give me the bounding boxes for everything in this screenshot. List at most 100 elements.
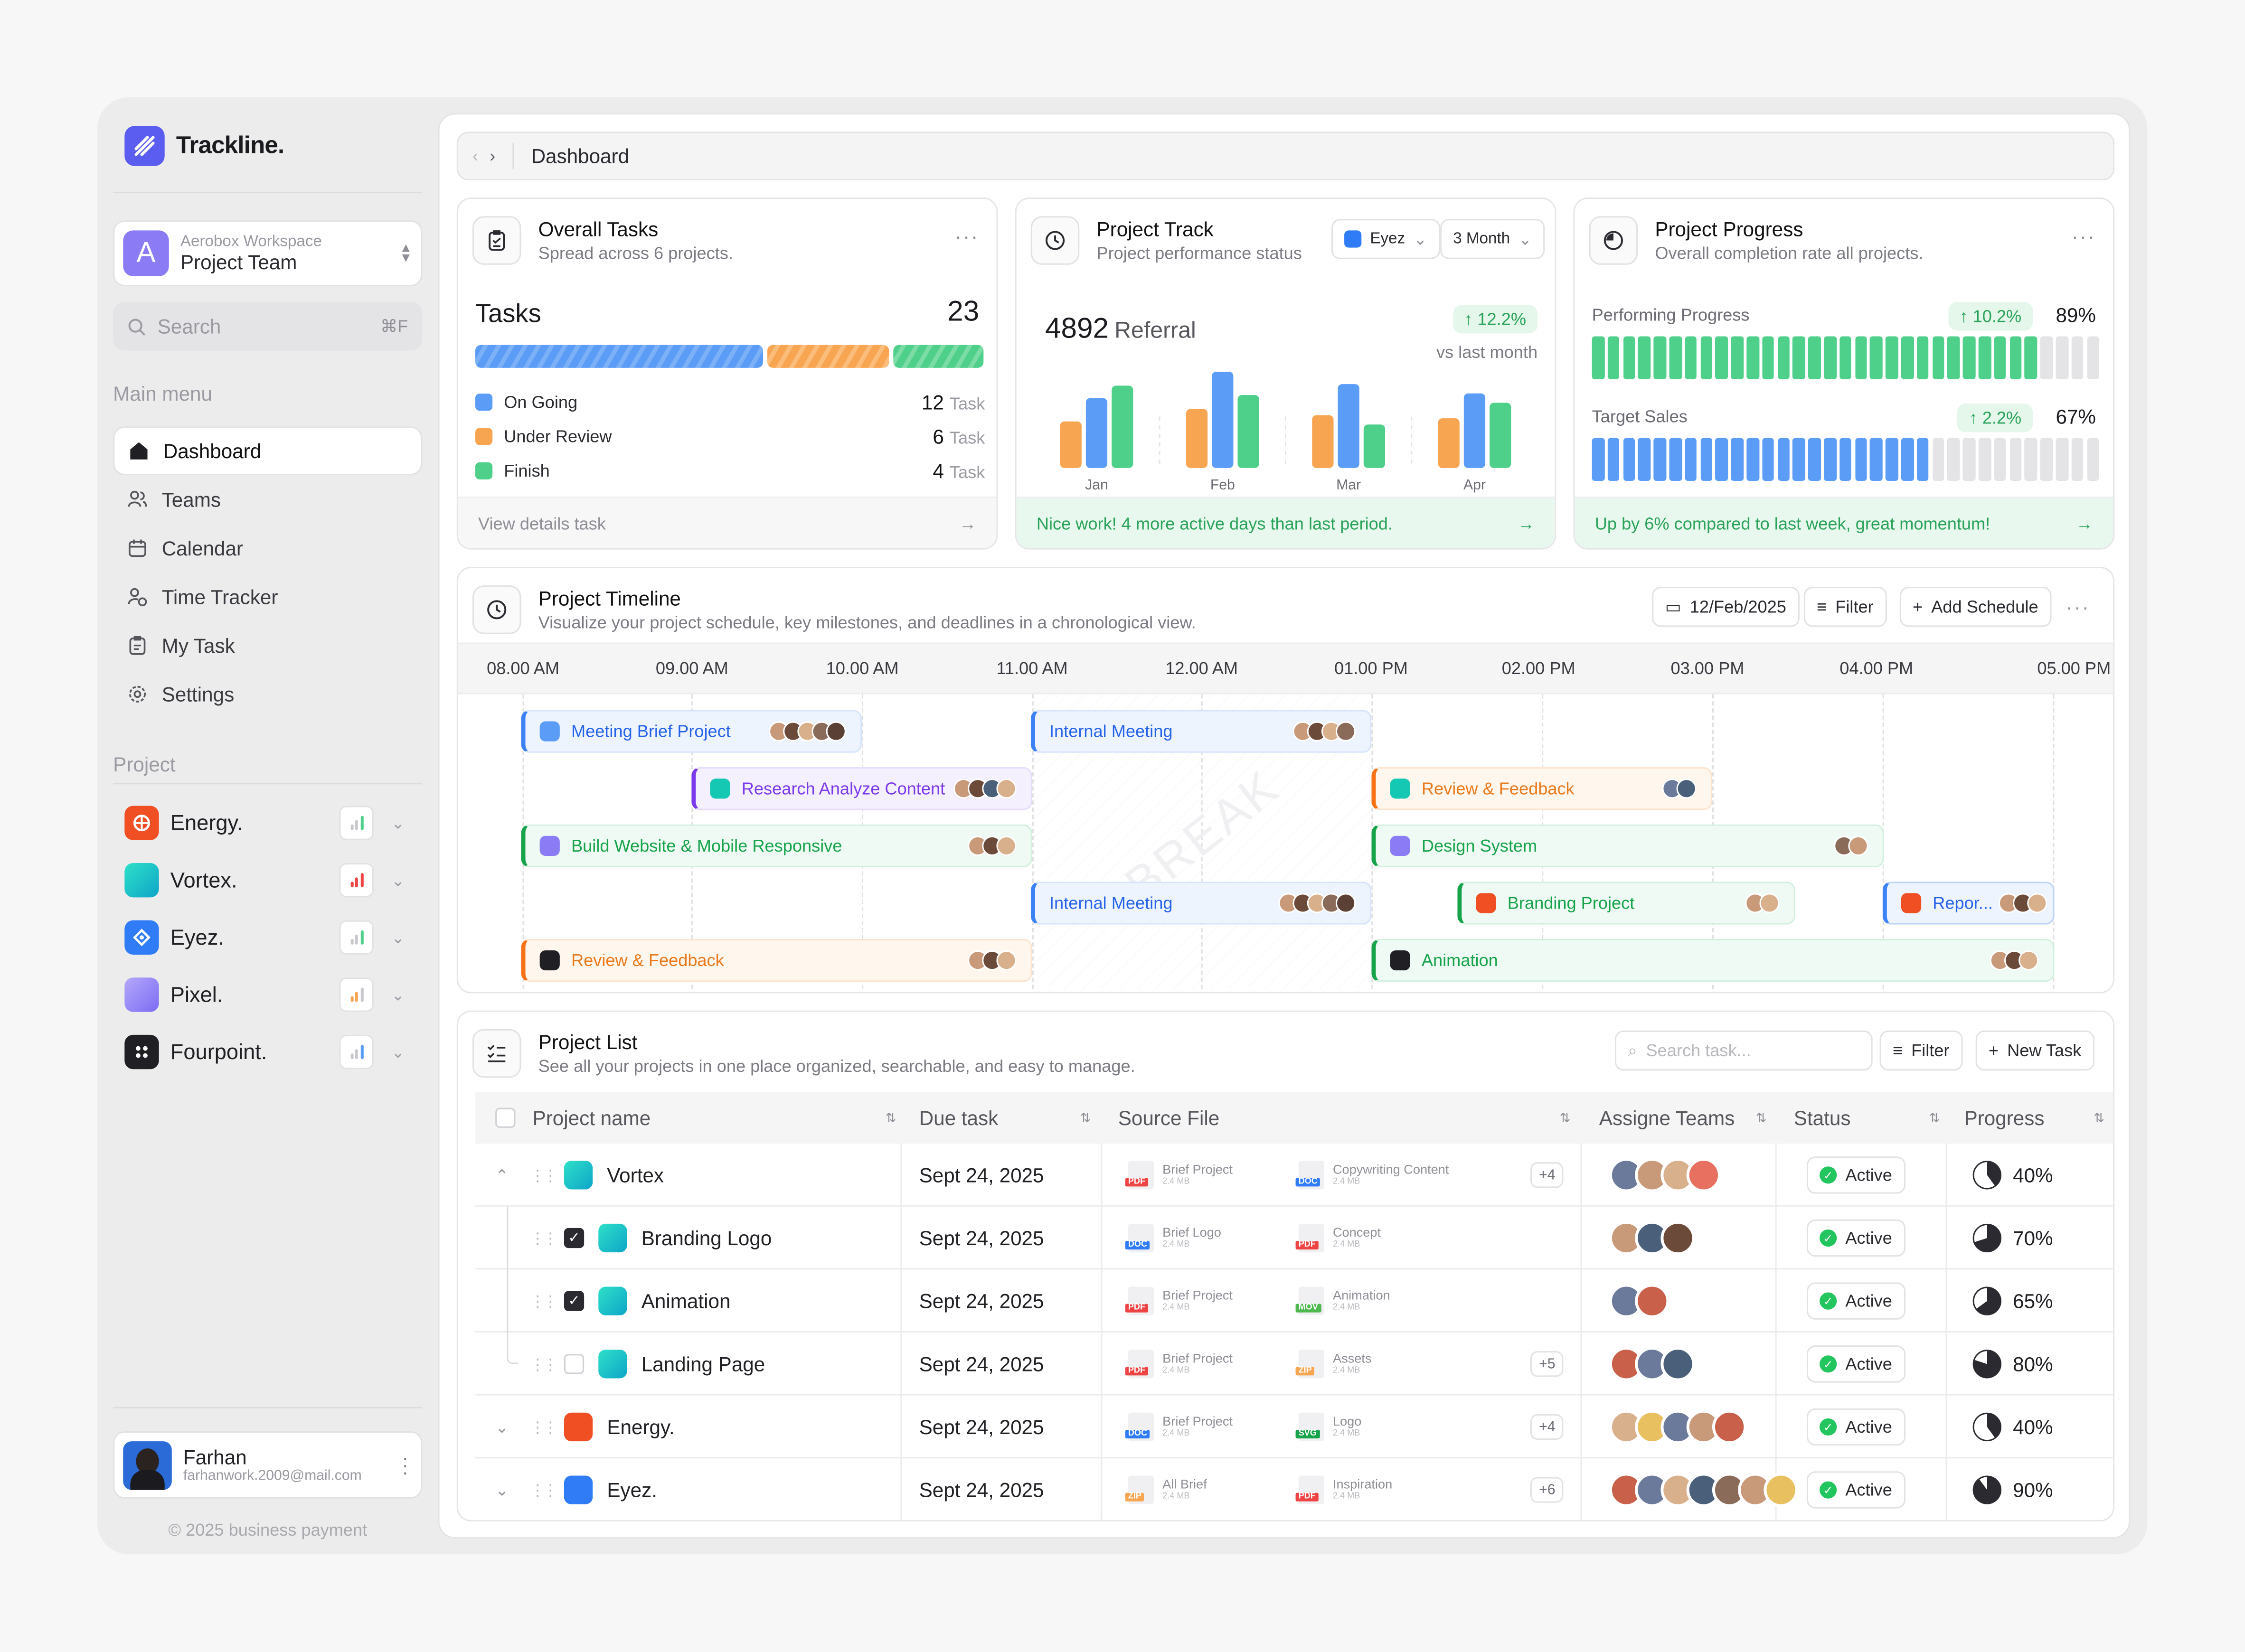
sidebar-project-fourpoint[interactable]: Fourpoint. ⌄ [113, 1023, 422, 1081]
date-picker[interactable]: ▭ 12/Feb/2025 [1652, 587, 1800, 627]
track-footer[interactable]: Nice work! 4 more active days than last … [1016, 497, 1555, 548]
timeline-event[interactable]: Review & Feedback [521, 939, 1032, 982]
timeline-event[interactable]: Internal Meeting [1030, 882, 1372, 925]
sidebar-item-dashboard[interactable]: Dashboard [113, 426, 423, 475]
project-select[interactable]: Eyez ⌄ [1331, 219, 1440, 259]
file-link[interactable]: PDF Concept 2.4 MB [1295, 1223, 1381, 1253]
column-status[interactable]: Status ⇅ [1793, 1106, 1940, 1129]
timeline-event[interactable]: Design System [1371, 824, 1884, 868]
calendar-icon: ▭ [1665, 597, 1681, 617]
table-row[interactable]: ⌃ ⋮⋮ Vortex Sept 24, 2025 PDF Brief Proje… [475, 1144, 2113, 1207]
drag-handle-icon[interactable]: ⋮⋮ [529, 1356, 558, 1373]
sidebar-item-my-task[interactable]: My Task [113, 621, 422, 670]
column-teams[interactable]: Assigne Teams ⇅ [1599, 1106, 1767, 1129]
chevron-down-icon[interactable]: ⌄ [495, 1419, 509, 1436]
chevron-down-icon[interactable]: ⌄ [391, 1044, 405, 1061]
file-link[interactable]: ZIP All Brief 2.4 MB [1125, 1475, 1207, 1504]
status-badge: ✓ Active [1806, 1219, 1905, 1257]
forward-icon[interactable]: › [490, 146, 496, 166]
drag-handle-icon[interactable]: ⋮⋮ [529, 1482, 558, 1500]
file-link[interactable]: DOC Brief Project 2.4 MB [1125, 1412, 1233, 1442]
chevron-down-icon[interactable]: ⌄ [391, 815, 405, 833]
file-link[interactable]: PDF Brief Project 2.4 MB [1125, 1286, 1233, 1315]
sidebar-item-teams[interactable]: Teams [113, 475, 422, 524]
column-due[interactable]: Due task ⇅ [919, 1106, 1091, 1129]
progress-tick [1823, 336, 1836, 379]
file-link[interactable]: PDF Brief Project 2.4 MB [1125, 1350, 1233, 1379]
timeline-event[interactable]: Meeting Brief Project [521, 710, 862, 753]
plus-icon: + [1913, 597, 1923, 617]
view-details-link[interactable]: View details task → [458, 497, 997, 548]
sidebar-item-label: Teams [161, 488, 221, 511]
sidebar-project-energy[interactable]: Energy. ⌄ [113, 794, 422, 852]
file-link[interactable]: DOC Brief Logo 2.4 MB [1125, 1223, 1221, 1253]
more-vertical-icon[interactable]: · · · [402, 1447, 408, 1483]
timeline-event[interactable]: Animation [1371, 939, 2055, 982]
drag-handle-icon[interactable]: ⋮⋮ [529, 1167, 558, 1184]
drag-handle-icon[interactable]: ⋮⋮ [529, 1293, 558, 1311]
sidebar-project-pixel[interactable]: Pixel. ⌄ [113, 966, 422, 1023]
timeline-event[interactable]: Research Analyze Content [691, 767, 1032, 810]
more-icon[interactable]: ··· [2071, 225, 2096, 248]
column-progress[interactable]: Progress ⇅ [1964, 1106, 2105, 1129]
more-files-badge[interactable]: +5 [1530, 1351, 1564, 1377]
drag-handle-icon[interactable]: ⋮⋮ [529, 1419, 558, 1436]
add-schedule-button[interactable]: + Add Schedule [1899, 587, 2051, 627]
timeline-event[interactable]: Review & Feedback [1371, 767, 1712, 810]
progress-footer[interactable]: Up by 6% compared to last week, great mo… [1575, 497, 2113, 548]
more-icon[interactable]: ··· [2066, 595, 2090, 619]
chevron-up-icon[interactable]: ⌃ [495, 1167, 509, 1184]
copyright: © 2025 business payment [168, 1520, 368, 1540]
timeline-event[interactable]: Build Website & Mobile Responsive [521, 824, 1032, 868]
table-row[interactable]: ⌄ ⋮⋮ Eyez. Sept 24, 2025 ZIP All Brief 2.4… [475, 1458, 2113, 1520]
range-select[interactable]: 3 Month ⌄ [1440, 219, 1545, 259]
sidebar-item-time-tracker[interactable]: Time Tracker [113, 573, 422, 621]
task-search-input[interactable]: ⌕ Search task... [1614, 1030, 1873, 1071]
more-icon[interactable]: ··· [955, 225, 980, 248]
timeline-event[interactable]: Branding Project [1457, 882, 1795, 925]
progress-tick [1792, 336, 1805, 379]
workspace-switcher[interactable]: A Aerobox Workspace Project Team ▲ ▼ [113, 220, 423, 286]
more-files-badge[interactable]: +4 [1530, 1414, 1564, 1440]
sidebar-item-calendar[interactable]: Calendar [113, 524, 422, 573]
file-link[interactable]: PDF Brief Project 2.4 MB [1125, 1161, 1233, 1190]
search-input[interactable]: Search ⌘F [113, 302, 423, 351]
file-link[interactable]: MOV Animation 2.4 MB [1295, 1286, 1390, 1315]
table-row[interactable]: ⌄ ⋮⋮ Energy. Sept 24, 2025 DOC Brief Proj… [475, 1396, 2113, 1459]
table-row[interactable]: ⋮⋮ ✓ Animation Sept 24, 2025 PDF Brief Pr… [475, 1269, 2113, 1333]
sidebar-project-eyez[interactable]: Eyez. ⌄ [113, 909, 422, 967]
select-all-checkbox[interactable] [495, 1108, 516, 1128]
file-link[interactable]: PDF Inspiration 2.4 MB [1295, 1475, 1392, 1504]
row-checkbox[interactable] [564, 1354, 585, 1374]
progress-tick [1592, 336, 1604, 379]
table-row[interactable]: ⋮⋮ Landing Page Sept 24, 2025 PDF Brief P… [475, 1332, 2113, 1396]
sidebar-project-vortex[interactable]: Vortex. ⌄ [113, 852, 422, 909]
chevron-down-icon[interactable]: ⌄ [495, 1482, 509, 1500]
back-icon[interactable]: ‹ [472, 146, 479, 166]
drag-handle-icon[interactable]: ⋮⋮ [529, 1230, 558, 1248]
file-link[interactable]: SVG Logo 2.4 MB [1295, 1412, 1361, 1442]
timeline-event[interactable]: Internal Meeting [1030, 710, 1372, 753]
row-checkbox[interactable]: ✓ [564, 1228, 585, 1248]
timeline-event[interactable]: Repor... [1882, 882, 2055, 925]
column-source[interactable]: Source File ⇅ [1118, 1106, 1571, 1129]
column-project-name[interactable]: Project name ⇅ [495, 1092, 896, 1144]
chevron-down-icon[interactable]: ⌄ [391, 929, 405, 947]
sidebar-item-label: Time Tracker [161, 585, 278, 609]
user-profile[interactable]: Farhan farhanwork.2009@mail.com · · · [113, 1431, 423, 1499]
divider [113, 1407, 423, 1408]
row-checkbox[interactable]: ✓ [564, 1291, 585, 1311]
file-link[interactable]: ZIP Assets 2.4 MB [1295, 1350, 1371, 1379]
table-row[interactable]: ⋮⋮ ✓ Branding Logo Sept 24, 2025 DOC Brie… [475, 1206, 2113, 1270]
chevron-down-icon[interactable]: ⌄ [391, 986, 405, 1004]
tasks-total: 23 [947, 296, 980, 328]
file-link[interactable]: DOC Copywriting Content 2.4 MB [1295, 1161, 1449, 1190]
filter-button[interactable]: ≡ Filter [1879, 1030, 1962, 1071]
filter-button[interactable]: ≡ Filter [1803, 587, 1887, 627]
sidebar-item-settings[interactable]: Settings [113, 670, 422, 719]
chevron-down-icon[interactable]: ⌄ [391, 872, 405, 890]
more-files-badge[interactable]: +6 [1530, 1477, 1564, 1503]
chart-bar [1312, 415, 1334, 468]
more-files-badge[interactable]: +4 [1530, 1162, 1564, 1188]
new-task-button[interactable]: + New Task [1975, 1030, 2094, 1071]
